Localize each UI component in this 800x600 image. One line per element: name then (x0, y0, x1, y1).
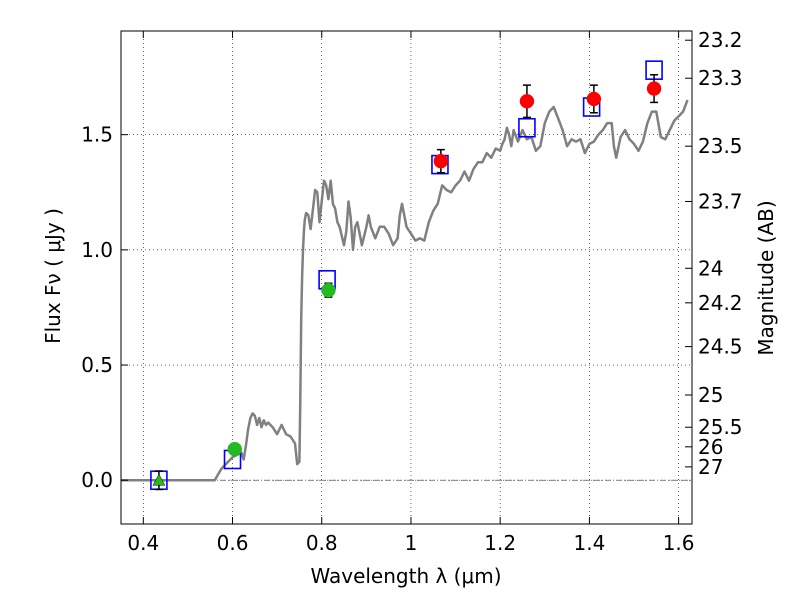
y2-tick-label-1: 23.3 (698, 66, 743, 90)
x-tick-label-2: 0.8 (306, 531, 338, 555)
observed-point-series (152, 81, 662, 486)
x-tick-label-0: 0.4 (127, 531, 159, 555)
observed-point-5 (586, 91, 602, 107)
y-tick-label-0: 0.0 (81, 468, 113, 492)
y2-tick-label-3: 23.7 (698, 189, 743, 213)
observed-point-2 (321, 282, 336, 298)
y2-tick-label-5: 24.2 (698, 291, 743, 315)
y2-axis-label: Magnitude (AB) (754, 200, 778, 355)
x-tick-label-4: 1.2 (484, 531, 516, 555)
y2-tick-label-0: 23.2 (698, 28, 743, 52)
observed-point-4 (519, 94, 535, 109)
plot-frame (120, 30, 693, 525)
x-axis-label: Wavelength λ (μm) (310, 564, 501, 588)
x-axis-ticks: 0.4 0.6 0.8 1 1.2 1.4 1.6 (127, 31, 695, 555)
error-bar-series (154, 74, 659, 491)
model-sed-line (121, 99, 689, 482)
model-box-series (150, 60, 663, 491)
y2-tick-label-6: 24.5 (698, 335, 743, 359)
y2-tick-label-2: 23.5 (698, 134, 743, 158)
observed-point-0 (152, 473, 166, 486)
y2-tick-label-4: 24 (698, 256, 723, 280)
y-axis-label: Flux Fν ( μJy ) (41, 208, 65, 344)
x-tick-label-1: 0.6 (217, 531, 249, 555)
observed-point-6 (646, 81, 662, 96)
model-sed-series (121, 99, 689, 482)
y-tick-label-1: 0.5 (81, 353, 113, 377)
y-tick-label-2: 1.0 (81, 238, 113, 262)
y-axis-ticks: 0.0 0.5 1.0 1.5 (81, 123, 128, 492)
y2-tick-label-10: 27 (698, 455, 723, 479)
grid-lines (121, 31, 692, 524)
x-tick-label-6: 1.6 (663, 531, 695, 555)
observed-point-3 (433, 153, 449, 169)
observed-point-1 (227, 441, 243, 457)
y-tick-label-3: 1.5 (81, 123, 113, 147)
y2-tick-label-8: 25.5 (698, 415, 743, 439)
y2-tick-label-9: 26 (698, 435, 723, 459)
x-tick-label-5: 1.4 (573, 531, 605, 555)
x-tick-label-3: 1 (405, 531, 418, 555)
y2-tick-label-7: 25 (698, 383, 723, 407)
model-box-4 (518, 117, 536, 138)
